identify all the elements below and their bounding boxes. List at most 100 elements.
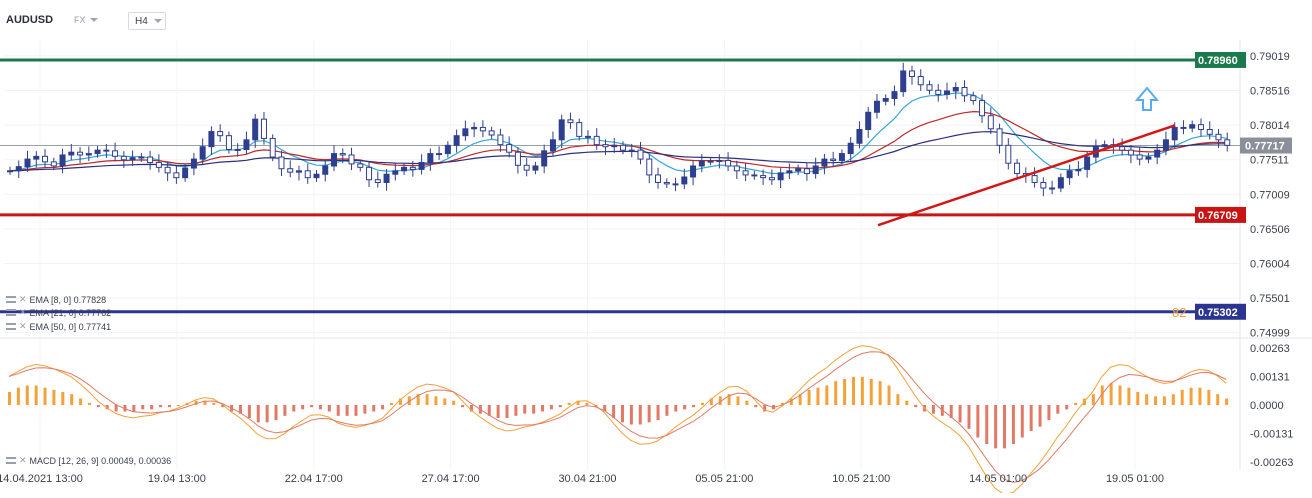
candle-body — [628, 149, 635, 152]
candle-body — [208, 131, 215, 148]
macd-tick-label: -0.00131 — [1250, 428, 1293, 440]
candle-body — [24, 158, 31, 168]
candle-body — [1066, 170, 1073, 179]
candle-body — [584, 135, 591, 138]
close-icon[interactable]: ✕ — [19, 294, 27, 304]
settings-icon[interactable] — [6, 457, 16, 464]
candle-body — [182, 167, 189, 179]
candle-body — [882, 98, 889, 102]
candle-body — [742, 170, 749, 176]
candle-body — [970, 95, 977, 102]
macd-histogram-bar — [416, 394, 420, 405]
candle-body — [304, 170, 311, 179]
macd-histogram-bar — [1154, 396, 1158, 405]
candle-body — [15, 166, 22, 172]
candle-body — [68, 151, 75, 156]
timeframe-label: H4 — [135, 15, 148, 27]
macd-histogram-bar — [1100, 385, 1104, 405]
legend-macd-text: MACD [12, 26, 9] 0.00049, 0.00036 — [29, 455, 172, 466]
candle-body — [873, 100, 880, 113]
macd-histogram-bar — [754, 405, 758, 408]
candle-body — [436, 153, 443, 156]
candle-body — [637, 149, 644, 160]
close-icon[interactable]: ✕ — [19, 455, 27, 465]
macd-histogram-bar — [265, 405, 269, 423]
candle-body — [891, 91, 898, 100]
up-arrow-shape — [1134, 86, 1160, 111]
symbol-label[interactable]: AUDUSD — [6, 14, 54, 26]
market-selector[interactable]: FX — [74, 15, 98, 25]
macd-histogram-bar — [487, 405, 491, 416]
chart-toolbar: AUDUSD FX H4 — [0, 0, 1312, 40]
time-tick-label: 30.04 21:00 — [558, 473, 616, 485]
macd-histogram-bar — [496, 405, 500, 418]
macd-histogram-bar — [43, 387, 47, 405]
ema8-line — [9, 92, 1228, 175]
candle-body — [1075, 168, 1082, 172]
candle-body — [663, 181, 670, 185]
legend-ema21[interactable]: ✕ EMA [21, 0] 0.77762 — [6, 307, 111, 318]
candle-body — [173, 172, 180, 179]
candle-body — [593, 135, 600, 146]
price-tick-label: 0.75501 — [1250, 293, 1290, 305]
macd-histogram-bar — [843, 379, 847, 405]
lower-price-label: 0.75302 — [1198, 307, 1238, 319]
candle-body — [243, 139, 250, 150]
lower-price-tag — [1195, 303, 1246, 320]
macd-histogram-bar — [896, 394, 900, 405]
candle-body — [497, 134, 504, 146]
macd-histogram-bar — [87, 402, 91, 405]
candle-body — [558, 119, 565, 141]
macd-histogram-bar — [1225, 398, 1229, 405]
macd-histogram-bar — [541, 405, 545, 412]
candle-body — [1014, 162, 1021, 175]
macd-histogram-bar — [647, 405, 651, 423]
settings-icon[interactable] — [6, 296, 16, 303]
trendline-layer[interactable] — [877, 124, 1176, 227]
macd-histogram-bar — [167, 405, 171, 408]
settings-icon[interactable] — [6, 309, 16, 316]
settings-icon[interactable] — [6, 323, 16, 330]
candle-body — [94, 149, 101, 155]
macd-histogram-bar — [114, 405, 118, 412]
timeframe-select[interactable]: H4 — [128, 12, 166, 30]
candle-body — [33, 155, 40, 160]
macd-histogram-bar — [256, 405, 260, 423]
candle-body — [987, 115, 994, 130]
legend-macd[interactable]: ✕ MACD [12, 26, 9] 0.00049, 0.00036 — [6, 455, 171, 466]
candle-body — [313, 173, 320, 179]
macd-histogram-bar — [283, 405, 287, 416]
time-tick-label: 14.05 01:00 — [969, 473, 1027, 485]
candle-body — [366, 166, 373, 181]
candle-body — [42, 155, 49, 163]
legend-ema8[interactable]: ✕ EMA [8, 0] 0.77828 — [6, 294, 106, 305]
macd-histogram-bar — [443, 398, 447, 405]
macd-histogram-bar — [825, 385, 829, 405]
candle-body — [803, 168, 810, 175]
macd-tick-label: 0.00131 — [1250, 372, 1290, 384]
close-icon[interactable]: ✕ — [19, 307, 27, 317]
macd-histogram-bar — [816, 387, 820, 405]
ema-lines — [9, 92, 1228, 175]
macd-histogram-bar — [292, 405, 296, 412]
macd-histogram-bar — [1011, 405, 1015, 444]
candle-body — [830, 158, 837, 161]
candle-body — [1206, 128, 1213, 135]
time-tick-label: 14.04.2021 13:00 — [0, 473, 83, 485]
macd-histogram-bar — [390, 402, 394, 405]
macd-histogram-bar — [576, 400, 580, 405]
macd-histogram-bar — [1207, 389, 1211, 405]
candle-body — [462, 128, 469, 137]
candle-body — [155, 162, 162, 168]
ema50-line — [9, 131, 1228, 172]
candle-body — [514, 151, 521, 166]
macd-histogram-bar — [532, 405, 536, 414]
price-tick-label: 0.78516 — [1250, 86, 1290, 98]
macd-histogram-bar — [452, 400, 456, 405]
legend-ema50[interactable]: ✕ EMA [50, 0] 0.77741 — [6, 321, 111, 332]
close-icon[interactable]: ✕ — [19, 321, 27, 331]
candle-body — [427, 153, 434, 164]
candle-body — [418, 162, 425, 170]
up-arrow-icon[interactable] — [1134, 86, 1160, 111]
